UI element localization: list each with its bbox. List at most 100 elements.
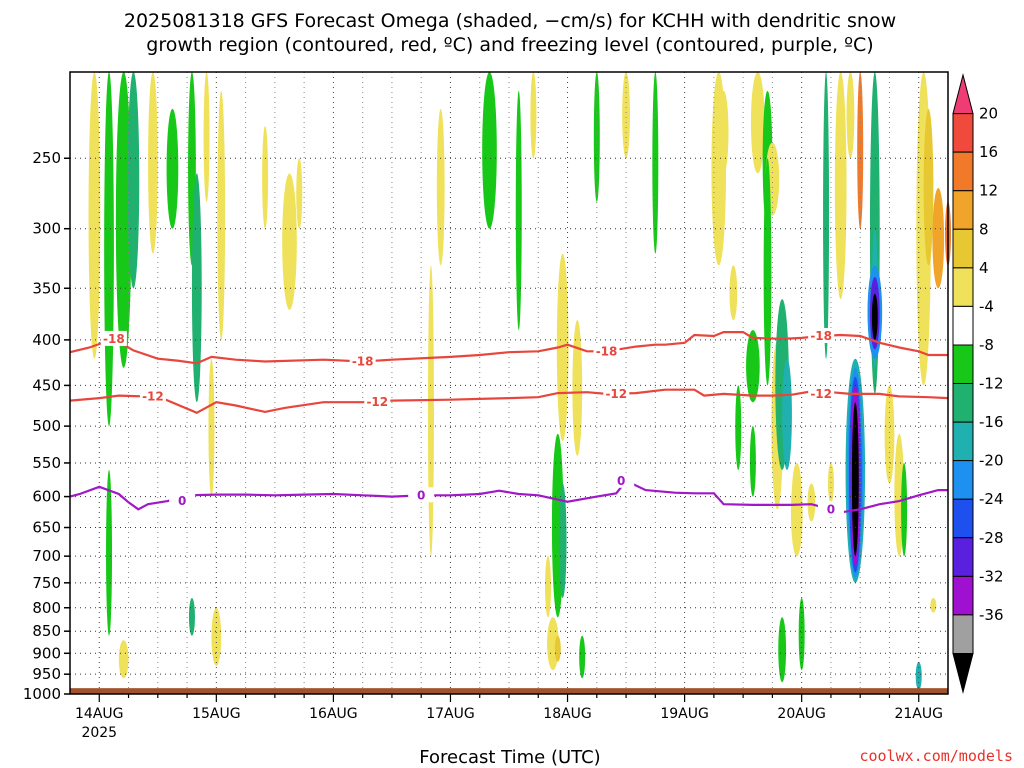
- omega-shade-region: [572, 320, 583, 456]
- contour-label--12: -12: [810, 387, 832, 401]
- colorbar-segment: [952, 537, 974, 577]
- omega-shade-region: [750, 72, 765, 174]
- omega-shade-region: [923, 108, 934, 266]
- colorbar-segment: [952, 460, 974, 500]
- omega-shade-region: [282, 173, 297, 310]
- omega-shade-region: [556, 253, 569, 442]
- x-tick-label: 20AUG: [777, 706, 826, 722]
- contour-label--18: -18: [596, 344, 618, 358]
- omega-shade-region: [558, 483, 567, 598]
- colorbar-label: -20: [979, 452, 1004, 470]
- y-tick-label: 350: [32, 279, 61, 297]
- contour-label--18: -18: [103, 332, 125, 346]
- contour-label-bg: [593, 343, 620, 359]
- colorbar-label: 16: [979, 143, 998, 161]
- omega-shade-region: [127, 72, 140, 289]
- omega-shade-region: [901, 462, 908, 557]
- contour-label-0: 0: [617, 474, 625, 488]
- omega-shade-region: [790, 469, 803, 557]
- credit-text: coolwx.com/models: [859, 747, 1013, 765]
- colorbar-segment: [952, 151, 974, 192]
- colorbar-label: -4: [979, 297, 994, 315]
- contour-label--12: -12: [142, 389, 164, 403]
- colorbar-label: 8: [979, 220, 989, 238]
- omega-shade-region: [846, 72, 855, 159]
- colorbar-label: 12: [979, 182, 998, 200]
- omega-shade-region: [718, 90, 729, 174]
- omega-shade-region: [930, 597, 937, 613]
- omega-shade-region: [148, 72, 158, 254]
- omega-shade-region: [782, 358, 792, 470]
- contour-lines: -18 -18 -18 -18 -12 -12 -12 -12 0 0 0 0: [69, 327, 949, 517]
- y-tick-label: 900: [32, 644, 61, 662]
- omega-shade-region: [208, 358, 215, 497]
- surface-band: [70, 688, 948, 694]
- omega-shade-region: [203, 72, 210, 203]
- omega-shade-region: [166, 108, 179, 229]
- y-tick-label: 500: [32, 417, 61, 435]
- contour-label-bg: [817, 501, 844, 517]
- colorbar-segment: [952, 267, 974, 307]
- chart-title-line-2: growth region (contoured, red, ºC) and f…: [146, 34, 873, 56]
- omega-shade-region: [482, 71, 497, 229]
- colorbar-segment: [952, 421, 974, 462]
- surface-terrain: [70, 688, 948, 694]
- omega-shade-region: [807, 483, 816, 522]
- y-tick-label: 650: [32, 519, 61, 537]
- omega-shade-region: [823, 72, 830, 359]
- colorbar: 20 16 12 8 4 -4 -8 -12 -16 -20 -24 -28 -32 -36: [952, 73, 1004, 694]
- omega-shade-region: [188, 597, 195, 636]
- omega-shade-region: [106, 469, 113, 636]
- contour-label--18: -18: [810, 329, 832, 343]
- omega-shade-region: [735, 385, 742, 470]
- colorbar-label: -36: [979, 606, 1004, 624]
- contour-label-bg: [169, 493, 196, 509]
- omega-shade-region: [579, 635, 586, 679]
- colorbar-segment: [952, 73, 974, 115]
- colorbar-segment: [952, 113, 974, 153]
- omega-shade-region: [211, 607, 222, 666]
- colorbar-segment: [952, 305, 974, 346]
- x-tick-label: 18AUG: [543, 706, 592, 722]
- x-tick-label: 14AUG: [75, 706, 124, 722]
- y-tick-label: 800: [32, 599, 61, 617]
- omega-shade-region: [798, 597, 805, 671]
- x-gridlines: [98, 72, 920, 694]
- omega-shade-region: [262, 126, 269, 229]
- y-axis-ticks: 250 300 350 400 450 500 550 600 650 700 750 800 850 9…: [23, 149, 70, 703]
- x-tick-label: 16AUG: [309, 706, 358, 722]
- contour-label--18: -18: [352, 354, 374, 368]
- omega-shade-region: [884, 385, 895, 484]
- contour-label-bg: [608, 472, 635, 488]
- contour-label-bg: [408, 487, 435, 503]
- y-tick-label: 550: [32, 454, 61, 472]
- x-axis-label: Forecast Time (UTC): [419, 747, 600, 768]
- omega-shade-region: [427, 265, 434, 557]
- plot-area: [88, 71, 951, 691]
- x-axis-ticks: 14AUG 2025 15AUG 16AUG 17AUG 18AUG 19AUG 20AUG 2…: [75, 694, 943, 741]
- omega-shade-region: [436, 108, 445, 266]
- colorbar-segment: [952, 344, 974, 384]
- contour-label-bg: [364, 394, 391, 410]
- omega-shade-region: [191, 173, 202, 403]
- colorbar-segment: [952, 614, 974, 654]
- omega-shade-region: [763, 158, 772, 386]
- omega-shade-region: [88, 72, 101, 359]
- omega-shade-region: [915, 661, 922, 691]
- colorbar-segment: [952, 383, 974, 423]
- colorbar-label: 20: [979, 105, 998, 123]
- omega-shade-region: [115, 72, 132, 368]
- colorbar-label: -16: [979, 413, 1004, 431]
- y-tick-label: 250: [32, 149, 61, 167]
- contour-label--12: -12: [605, 387, 627, 401]
- y-tick-label: 300: [32, 220, 61, 238]
- contour-label-bg: [603, 385, 630, 401]
- colorbar-segment: [952, 498, 974, 539]
- colorbar-label: -8: [979, 336, 994, 354]
- y-tick-label: 400: [32, 331, 61, 349]
- y-tick-label: 700: [32, 547, 61, 565]
- omega-shade-region: [217, 90, 226, 340]
- y-tick-label: 850: [32, 622, 61, 640]
- y-tick-label: 600: [32, 488, 61, 506]
